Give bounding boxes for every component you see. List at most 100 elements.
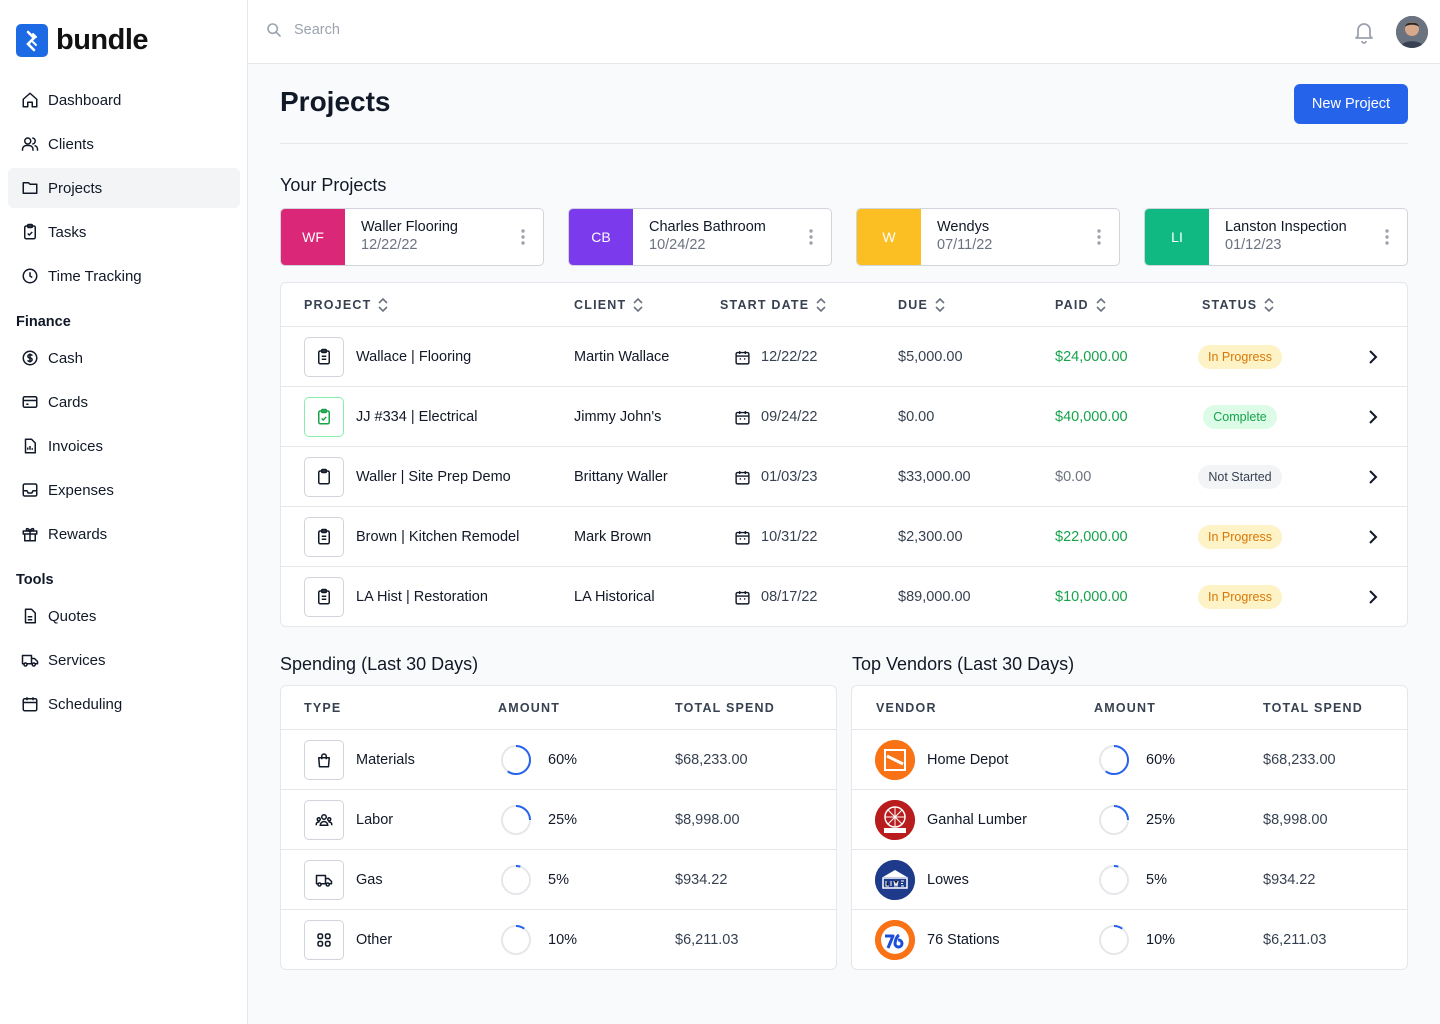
open-row-button[interactable] [1368, 447, 1378, 507]
sidebar-item-cards[interactable]: Cards [8, 382, 240, 422]
table-row[interactable]: 76 Stations 10% $6,211.03 [852, 910, 1407, 970]
lowes-logo [875, 860, 915, 900]
table-header: VENDOR AMOUNT TOTAL SPEND [852, 686, 1407, 730]
table-row[interactable]: Wallace | Flooring Martin Wallace 12/22/22… [281, 327, 1407, 387]
table-row[interactable]: Brown | Kitchen Remodel Mark Brown 10/31/2… [281, 507, 1407, 567]
project-card[interactable]: CB Charles Bathroom 10/24/22 [568, 208, 832, 266]
sidebar-item-label: Quotes [48, 607, 97, 625]
amount-cell: 5% [1098, 850, 1167, 910]
sidebar-item-dashboard[interactable]: Dashboard [8, 80, 240, 120]
project-name: JJ #334 | Electrical [356, 409, 478, 425]
amount-percent: 60% [1146, 752, 1176, 768]
open-row-button[interactable] [1368, 387, 1378, 447]
dots-vertical-icon [809, 229, 813, 245]
table-row[interactable]: LA Hist | Restoration LA Historical 08/17/… [281, 567, 1407, 627]
project-icon-box [304, 457, 344, 497]
sidebar-item-projects[interactable]: Projects [8, 168, 240, 208]
project-card-name: Lanston Inspection [1225, 219, 1347, 235]
column-header-type: TYPE [304, 701, 342, 715]
project-cell: JJ #334 | Electrical [304, 387, 477, 447]
sidebar-nav: Dashboard Clients Projects Tasks Time Tr… [8, 80, 240, 728]
project-card-name: Waller Flooring [361, 219, 458, 235]
avatar[interactable] [1396, 16, 1428, 48]
project-initials: LI [1145, 209, 1209, 265]
table-row[interactable]: Materials 60% $68,233.00 [281, 730, 836, 790]
sort-icon [816, 297, 826, 313]
open-row-button[interactable] [1368, 567, 1378, 627]
logo[interactable]: bundle [16, 24, 149, 57]
project-card[interactable]: W Wendys 07/11/22 [856, 208, 1120, 266]
sidebar-item-scheduling[interactable]: Scheduling [8, 684, 240, 724]
dots-vertical-icon [521, 229, 525, 245]
project-cell: Wallace | Flooring [304, 327, 471, 387]
column-header-total-spend: TOTAL SPEND [1263, 701, 1364, 715]
search-input[interactable] [294, 22, 694, 38]
table-row[interactable]: Home Depot 60% $68,233.00 [852, 730, 1407, 790]
progress-ring-track [501, 925, 531, 955]
total-spend: $934.22 [1263, 872, 1316, 888]
table-row[interactable]: Lowes 5% $934.22 [852, 850, 1407, 910]
open-row-button[interactable] [1368, 507, 1378, 567]
table-row[interactable]: JJ #334 | Electrical Jimmy John's 09/24/22… [281, 387, 1407, 447]
more-options-button[interactable] [503, 209, 543, 265]
type-icon-box [304, 740, 344, 780]
bell-icon [1355, 23, 1373, 44]
progress-ring [1099, 805, 1129, 835]
ganhal-lumber-logo [875, 800, 915, 840]
sidebar-item-clients[interactable]: Clients [8, 124, 240, 164]
notifications-button[interactable] [1352, 20, 1376, 49]
table-row[interactable]: Waller | Site Prep Demo Brittany Waller 01… [281, 447, 1407, 507]
project-card-name: Wendys [937, 219, 990, 235]
clipboard-icon [24, 223, 36, 240]
amount-percent: 25% [1146, 812, 1176, 828]
folder-icon [22, 182, 38, 194]
table-row[interactable]: Gas 5% $934.22 [281, 850, 836, 910]
progress-ring-fill [1099, 745, 1129, 775]
sidebar-item-time-tracking[interactable]: Time Tracking [8, 256, 240, 296]
project-cell: Brown | Kitchen Remodel [304, 507, 519, 567]
project-cards: WF Waller Flooring 12/22/22 CB Charles Ba… [280, 208, 1408, 266]
sidebar-item-services[interactable]: Services [8, 640, 240, 680]
column-header-start-date[interactable]: START DATE [720, 283, 827, 327]
table-row[interactable]: Ganhal Lumber 25% $8,998.00 [852, 790, 1407, 850]
open-row-button[interactable] [1368, 327, 1378, 387]
progress-ring [1099, 925, 1129, 955]
project-icon-box [304, 337, 344, 377]
project-initials: W [857, 209, 921, 265]
project-initials: CB [569, 209, 633, 265]
start-date: 10/31/22 [761, 529, 818, 545]
progress-ring-fill [501, 805, 531, 835]
more-options-button[interactable] [791, 209, 831, 265]
projects-table: PROJECT CLIENT START DATE DUE PAID STATU… [280, 282, 1408, 627]
inbox-icon [22, 483, 38, 497]
column-header-paid[interactable]: PAID [1055, 283, 1107, 327]
column-header-due[interactable]: DUE [898, 283, 946, 327]
sort-icon [633, 297, 643, 313]
table-row[interactable]: Other 10% $6,211.03 [281, 910, 836, 970]
project-card[interactable]: LI Lanston Inspection 01/12/23 [1144, 208, 1408, 266]
sidebar-item-quotes[interactable]: Quotes [8, 596, 240, 636]
sidebar-item-cash[interactable]: Cash [8, 338, 240, 378]
sidebar-item-label: Time Tracking [48, 267, 142, 285]
progress-ring [1099, 745, 1129, 775]
new-project-button[interactable]: New Project [1294, 84, 1408, 124]
sidebar-item-tasks[interactable]: Tasks [8, 212, 240, 252]
column-header-project[interactable]: PROJECT [304, 283, 389, 327]
project-card[interactable]: WF Waller Flooring 12/22/22 [280, 208, 544, 266]
column-header-status[interactable]: STATUS [1202, 283, 1275, 327]
status-cell: Not Started [1197, 447, 1283, 507]
spend-type: Other [356, 932, 393, 948]
sidebar-item-rewards[interactable]: Rewards [8, 514, 240, 554]
sidebar-item-expenses[interactable]: Expenses [8, 470, 240, 510]
paid-amount: $24,000.00 [1055, 349, 1128, 365]
column-header-client[interactable]: CLIENT [574, 283, 644, 327]
clipboard-icon [318, 468, 330, 485]
more-options-button[interactable] [1079, 209, 1119, 265]
sidebar-item-invoices[interactable]: Invoices [8, 426, 240, 466]
more-options-button[interactable] [1367, 209, 1407, 265]
total-spend: $934.22 [675, 872, 728, 888]
status-cell: Complete [1197, 387, 1283, 447]
total-spend: $8,998.00 [675, 812, 740, 828]
table-row[interactable]: Labor 25% $8,998.00 [281, 790, 836, 850]
sidebar-item-label: Clients [48, 135, 94, 153]
